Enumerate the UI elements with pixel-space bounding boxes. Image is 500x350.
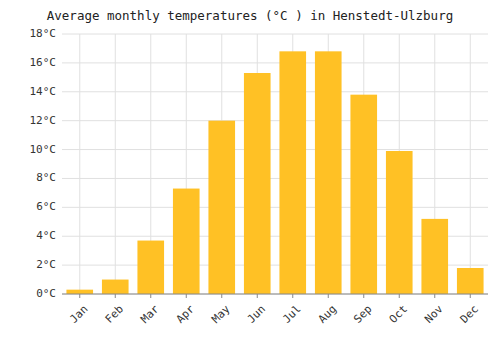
x-tick <box>186 294 187 298</box>
x-tick <box>399 294 400 298</box>
y-grid-line <box>62 207 488 208</box>
chart-container: 0°C 2°C 4°C 6°C 8°C 10°C 12°C 14°C 16°C 18°C Jan Fe… <box>0 0 500 350</box>
y-tick-label: 14°C <box>30 85 57 98</box>
x-axis-line <box>62 294 488 295</box>
x-tick <box>257 294 258 298</box>
x-tick <box>150 294 151 298</box>
y-grid-line <box>62 149 488 150</box>
x-tick <box>470 294 471 298</box>
y-tick-label: 4°C <box>36 229 56 242</box>
x-tick-label: Jul <box>280 303 303 326</box>
x-tick <box>221 294 222 298</box>
bar <box>244 73 271 294</box>
y-tick-label: 16°C <box>30 56 57 69</box>
y-tick-label: 10°C <box>30 143 57 156</box>
bar <box>386 151 413 294</box>
x-tick-label: Apr <box>174 302 198 326</box>
y-grid-line <box>62 120 488 121</box>
chart-svg: 0°C 2°C 4°C 6°C 8°C 10°C 12°C 14°C 16°C 18°C Jan Fe… <box>0 0 500 350</box>
bar <box>350 95 377 294</box>
title: Average monthly temperatures (°C ) in He… <box>47 8 453 23</box>
y-tick-label: 2°C <box>36 258 56 271</box>
y-grid-line <box>62 34 488 35</box>
x-tick <box>434 294 435 298</box>
y-tick-label: 0°C <box>36 287 56 300</box>
x-tick-label: Sep <box>351 303 374 326</box>
x-tick <box>292 294 293 298</box>
x-grid-line <box>470 34 471 294</box>
x-tick-label: Aug <box>316 303 339 326</box>
x-tick-label: Jun <box>245 303 268 326</box>
y-grid-line <box>62 294 488 295</box>
x-tick <box>363 294 364 298</box>
bar <box>421 219 448 294</box>
y-tick-label: 18°C <box>30 27 57 40</box>
x-tick <box>328 294 329 298</box>
x-grid-line <box>115 34 116 294</box>
bar <box>315 51 342 294</box>
bar <box>279 51 306 294</box>
grid <box>62 34 488 294</box>
x-tick <box>79 294 80 298</box>
x-tick-label: Jan <box>67 303 90 326</box>
y-tick-label: 6°C <box>36 200 56 213</box>
x-tick-label: Nov <box>422 302 446 326</box>
bar <box>102 280 129 294</box>
x-tick-label: Oct <box>387 303 410 326</box>
x-tick-label: Dec <box>458 303 481 326</box>
x-tick <box>115 294 116 298</box>
y-tick-label: 8°C <box>36 171 56 184</box>
y-grid-line <box>62 91 488 92</box>
page: {"chart_data": {"type": "bar", "title": … <box>0 0 500 350</box>
x-tick-label: Mar <box>138 302 162 326</box>
y-tick-label: 12°C <box>30 114 57 127</box>
y-grid-line <box>62 62 488 63</box>
x-grid-line <box>79 34 80 294</box>
bar <box>66 290 93 294</box>
bar <box>137 241 164 294</box>
x-tick-label: Feb <box>103 303 126 326</box>
x-tick-label: May <box>209 302 233 326</box>
bar <box>457 268 484 294</box>
y-grid-line <box>62 178 488 179</box>
bar <box>173 189 200 294</box>
bars <box>66 51 483 294</box>
bar <box>208 121 235 294</box>
